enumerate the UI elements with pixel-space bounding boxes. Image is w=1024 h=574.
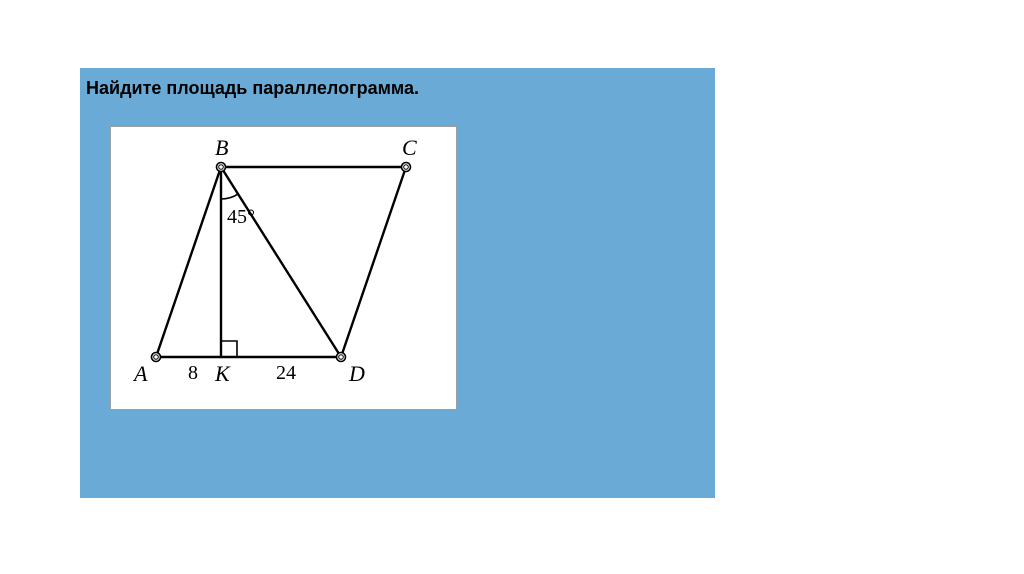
svg-text:K: K bbox=[214, 361, 231, 386]
problem-title: Найдите площадь параллелограмма. bbox=[86, 78, 419, 99]
figure-box: 45° A B C D K8 24 bbox=[110, 126, 457, 410]
svg-text:D: D bbox=[348, 361, 365, 386]
geometry-svg: 45° A B C D K8 24 bbox=[111, 127, 456, 409]
svg-text:24: 24 bbox=[276, 362, 296, 384]
slide-panel: Найдите площадь параллелограмма. 45° A B C D… bbox=[80, 68, 715, 498]
svg-text:45°: 45° bbox=[227, 206, 255, 228]
svg-text:A: A bbox=[132, 361, 148, 386]
svg-text:8: 8 bbox=[188, 362, 198, 384]
svg-text:C: C bbox=[402, 135, 417, 160]
svg-text:B: B bbox=[215, 135, 228, 160]
